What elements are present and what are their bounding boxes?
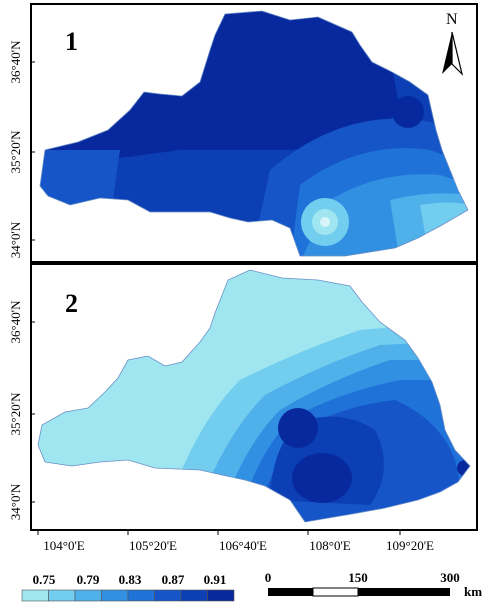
north-arrow-label: N xyxy=(446,11,458,28)
lon-tick-label: 105°20'E xyxy=(129,538,177,553)
lon-tick-label: 104°0'E xyxy=(43,538,85,553)
panel-2-lat-tick: 34°0'N xyxy=(8,483,23,520)
legend-swatch xyxy=(101,589,129,602)
legend-swatch xyxy=(127,589,155,602)
legend-swatch xyxy=(48,589,76,602)
legend-swatches xyxy=(21,589,235,602)
legend-swatch xyxy=(207,589,235,602)
panel-2-map xyxy=(38,270,470,522)
legend-label: 0.83 xyxy=(119,572,142,587)
scale-bar-white xyxy=(312,587,359,597)
panel-1-label: 1 xyxy=(65,27,78,56)
panel-1-boundary xyxy=(39,10,469,257)
color-legend: 0.75 0.79 0.83 0.87 0.91 xyxy=(21,572,235,602)
panel-2-lat-tick: 35°20'N xyxy=(8,392,23,436)
scale-label: 150 xyxy=(348,570,368,585)
panel-1-lat-tick: 35°20'N xyxy=(8,130,23,174)
panel-2-lat-tick: 36°40'N xyxy=(8,300,23,344)
scale-unit: km xyxy=(464,584,482,599)
panel-2-label: 2 xyxy=(65,289,78,318)
north-arrow-icon: N xyxy=(442,11,464,76)
scale-bar: 0 150 300 km xyxy=(265,570,482,599)
lon-tick-label: 108°0'E xyxy=(309,538,351,553)
legend-label: 0.75 xyxy=(33,572,56,587)
scale-label: 0 xyxy=(265,570,272,585)
legend-swatch xyxy=(154,589,182,602)
legend-swatch xyxy=(180,589,208,602)
legend-swatch xyxy=(21,589,49,602)
panel-1-lat-tick: 34°0'N xyxy=(8,221,23,258)
panel-2-boundary xyxy=(37,269,471,523)
panel-1-lat-tick: 36°40'N xyxy=(8,40,23,84)
legend-label: 0.79 xyxy=(77,572,100,587)
lon-tick-label: 109°20'E xyxy=(386,538,434,553)
scale-label: 300 xyxy=(440,570,460,585)
legend-label: 0.87 xyxy=(162,572,185,587)
lon-tick-label: 106°40'E xyxy=(219,538,267,553)
scale-bar-black-left xyxy=(268,588,313,596)
scale-bar-black-right xyxy=(358,588,450,596)
legend-swatch xyxy=(74,589,102,602)
legend-label: 0.91 xyxy=(204,572,227,587)
